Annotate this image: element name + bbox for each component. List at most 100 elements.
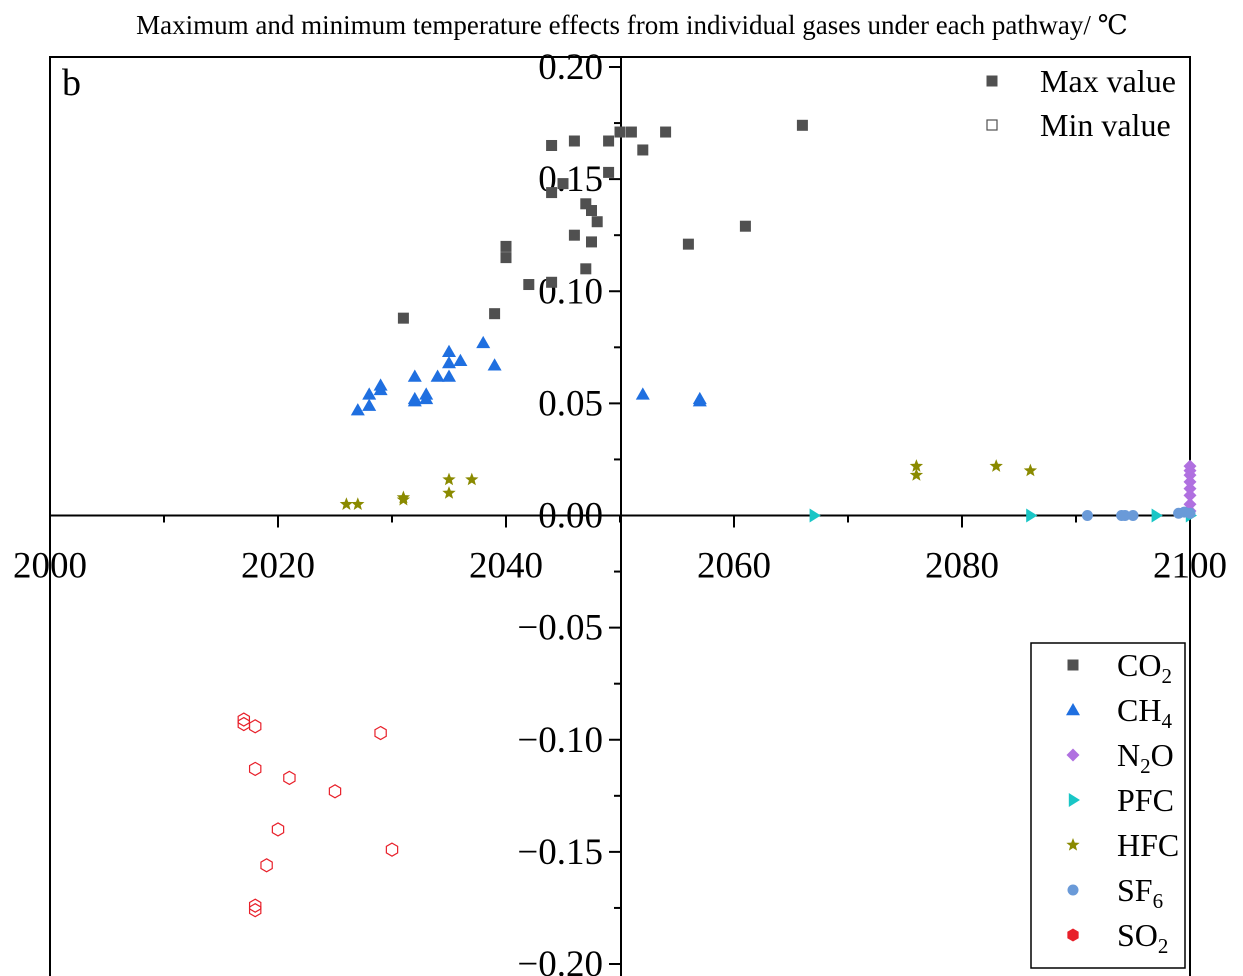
point-so2 — [260, 858, 273, 873]
point-co2 — [603, 135, 615, 147]
legend-label-co2: CO2 — [1117, 647, 1172, 688]
panel-label: b — [62, 62, 81, 104]
y-tick-label: 0.20 — [538, 47, 603, 88]
x-tick-label: 2080 — [925, 546, 999, 587]
point-n2o — [1183, 475, 1197, 489]
point-co2 — [591, 216, 603, 228]
point-co2 — [489, 308, 501, 320]
y-tick-label: 0.00 — [538, 496, 603, 537]
legend-max-min: Max value Min value — [986, 63, 1176, 143]
point-n2o — [1183, 488, 1197, 502]
point-sf6 — [1119, 510, 1131, 521]
point-co2 — [500, 252, 512, 264]
x-tick-labels: 2000 2020 2040 2060 2080 2100 — [13, 546, 1227, 587]
point-hfc — [989, 459, 1003, 472]
point-co2 — [625, 126, 637, 138]
point-co2 — [500, 240, 512, 252]
point-ch4 — [350, 403, 365, 416]
point-co2 — [580, 263, 592, 275]
point-co2 — [637, 144, 649, 156]
legend-marker-co2 — [1067, 659, 1079, 671]
axes — [49, 57, 1191, 976]
point-hfc — [442, 486, 456, 499]
point-co2 — [682, 238, 694, 250]
point-co2 — [557, 178, 569, 190]
point-sf6 — [1081, 510, 1093, 521]
chart-title: Maximum and minimum temperature effects … — [136, 10, 1128, 40]
y-tick-label: 0.05 — [538, 383, 603, 424]
point-co2 — [739, 220, 751, 232]
legend-marker-hfc — [1066, 838, 1080, 851]
y-tick-labels: 0.200.150.100.050.00−0.05−0.10−0.15−0.20 — [517, 47, 603, 976]
point-co2 — [603, 166, 615, 178]
point-so2 — [237, 716, 251, 732]
point-pfc — [809, 508, 821, 523]
x-tick-label: 2020 — [241, 546, 315, 587]
legend-label-so2: SO2 — [1117, 917, 1168, 958]
point-co2 — [523, 279, 535, 291]
point-so2 — [385, 842, 399, 857]
point-ch4 — [476, 335, 491, 349]
legend-label-n2o: N2O — [1117, 737, 1174, 778]
legend-label-sf6: SF6 — [1117, 872, 1163, 913]
x-tick-label: 2100 — [1153, 546, 1227, 587]
point-ch4 — [407, 369, 422, 382]
point-hfc — [465, 472, 479, 486]
point-ch4 — [487, 358, 502, 371]
point-co2 — [660, 126, 672, 138]
point-so2 — [374, 725, 387, 741]
point-so2 — [248, 761, 262, 777]
point-ch4 — [430, 369, 445, 382]
point-co2 — [586, 236, 597, 248]
legend-marker-ch4 — [1066, 703, 1080, 716]
point-ch4 — [407, 391, 422, 405]
point-co2 — [546, 276, 558, 288]
point-ch4 — [442, 369, 456, 382]
point-co2 — [568, 135, 580, 147]
point-sf6 — [1127, 510, 1139, 521]
legend-marker-max — [986, 75, 998, 87]
point-pfc — [1151, 508, 1163, 523]
point-co2 — [580, 198, 592, 210]
y-tick-label: −0.20 — [517, 944, 603, 976]
point-co2 — [568, 229, 580, 241]
point-ch4 — [442, 344, 456, 358]
point-so2 — [328, 784, 342, 799]
point-hfc — [1023, 463, 1038, 477]
legend-label-hfc: HFC — [1117, 827, 1179, 863]
x-tick-label: 2060 — [697, 546, 771, 587]
point-hfc — [351, 497, 365, 510]
point-hfc — [909, 468, 924, 481]
point-hfc — [396, 492, 411, 506]
legend-marker-min — [986, 119, 998, 131]
legend-marker-sf6 — [1067, 884, 1079, 896]
point-co2 — [546, 187, 558, 199]
legend-label-max: Max value — [1040, 63, 1176, 99]
legend-label-ch4: CH4 — [1117, 692, 1172, 733]
point-hfc — [909, 459, 924, 472]
y-tick-label: −0.10 — [517, 720, 603, 761]
point-ch4 — [453, 353, 468, 367]
point-so2 — [248, 898, 262, 913]
y-tick-label: −0.15 — [517, 832, 603, 873]
point-co2 — [614, 126, 626, 138]
point-n2o — [1183, 482, 1197, 496]
legend-marker-n2o — [1066, 748, 1080, 762]
x-tick-label: 2040 — [469, 546, 543, 587]
point-n2o — [1183, 459, 1197, 473]
point-ch4 — [419, 387, 434, 400]
point-ch4 — [362, 398, 377, 411]
y-tick-label: −0.05 — [517, 608, 603, 649]
point-co2 — [397, 312, 409, 324]
point-co2 — [586, 205, 597, 217]
point-hfc — [442, 472, 456, 486]
point-sf6 — [1184, 507, 1196, 519]
point-so2 — [237, 712, 251, 727]
point-ch4 — [635, 387, 650, 400]
legend-box — [1030, 642, 1186, 969]
point-ch4 — [442, 356, 456, 369]
legend-label-min: Min value — [1040, 107, 1171, 143]
point-so2 — [271, 822, 285, 837]
